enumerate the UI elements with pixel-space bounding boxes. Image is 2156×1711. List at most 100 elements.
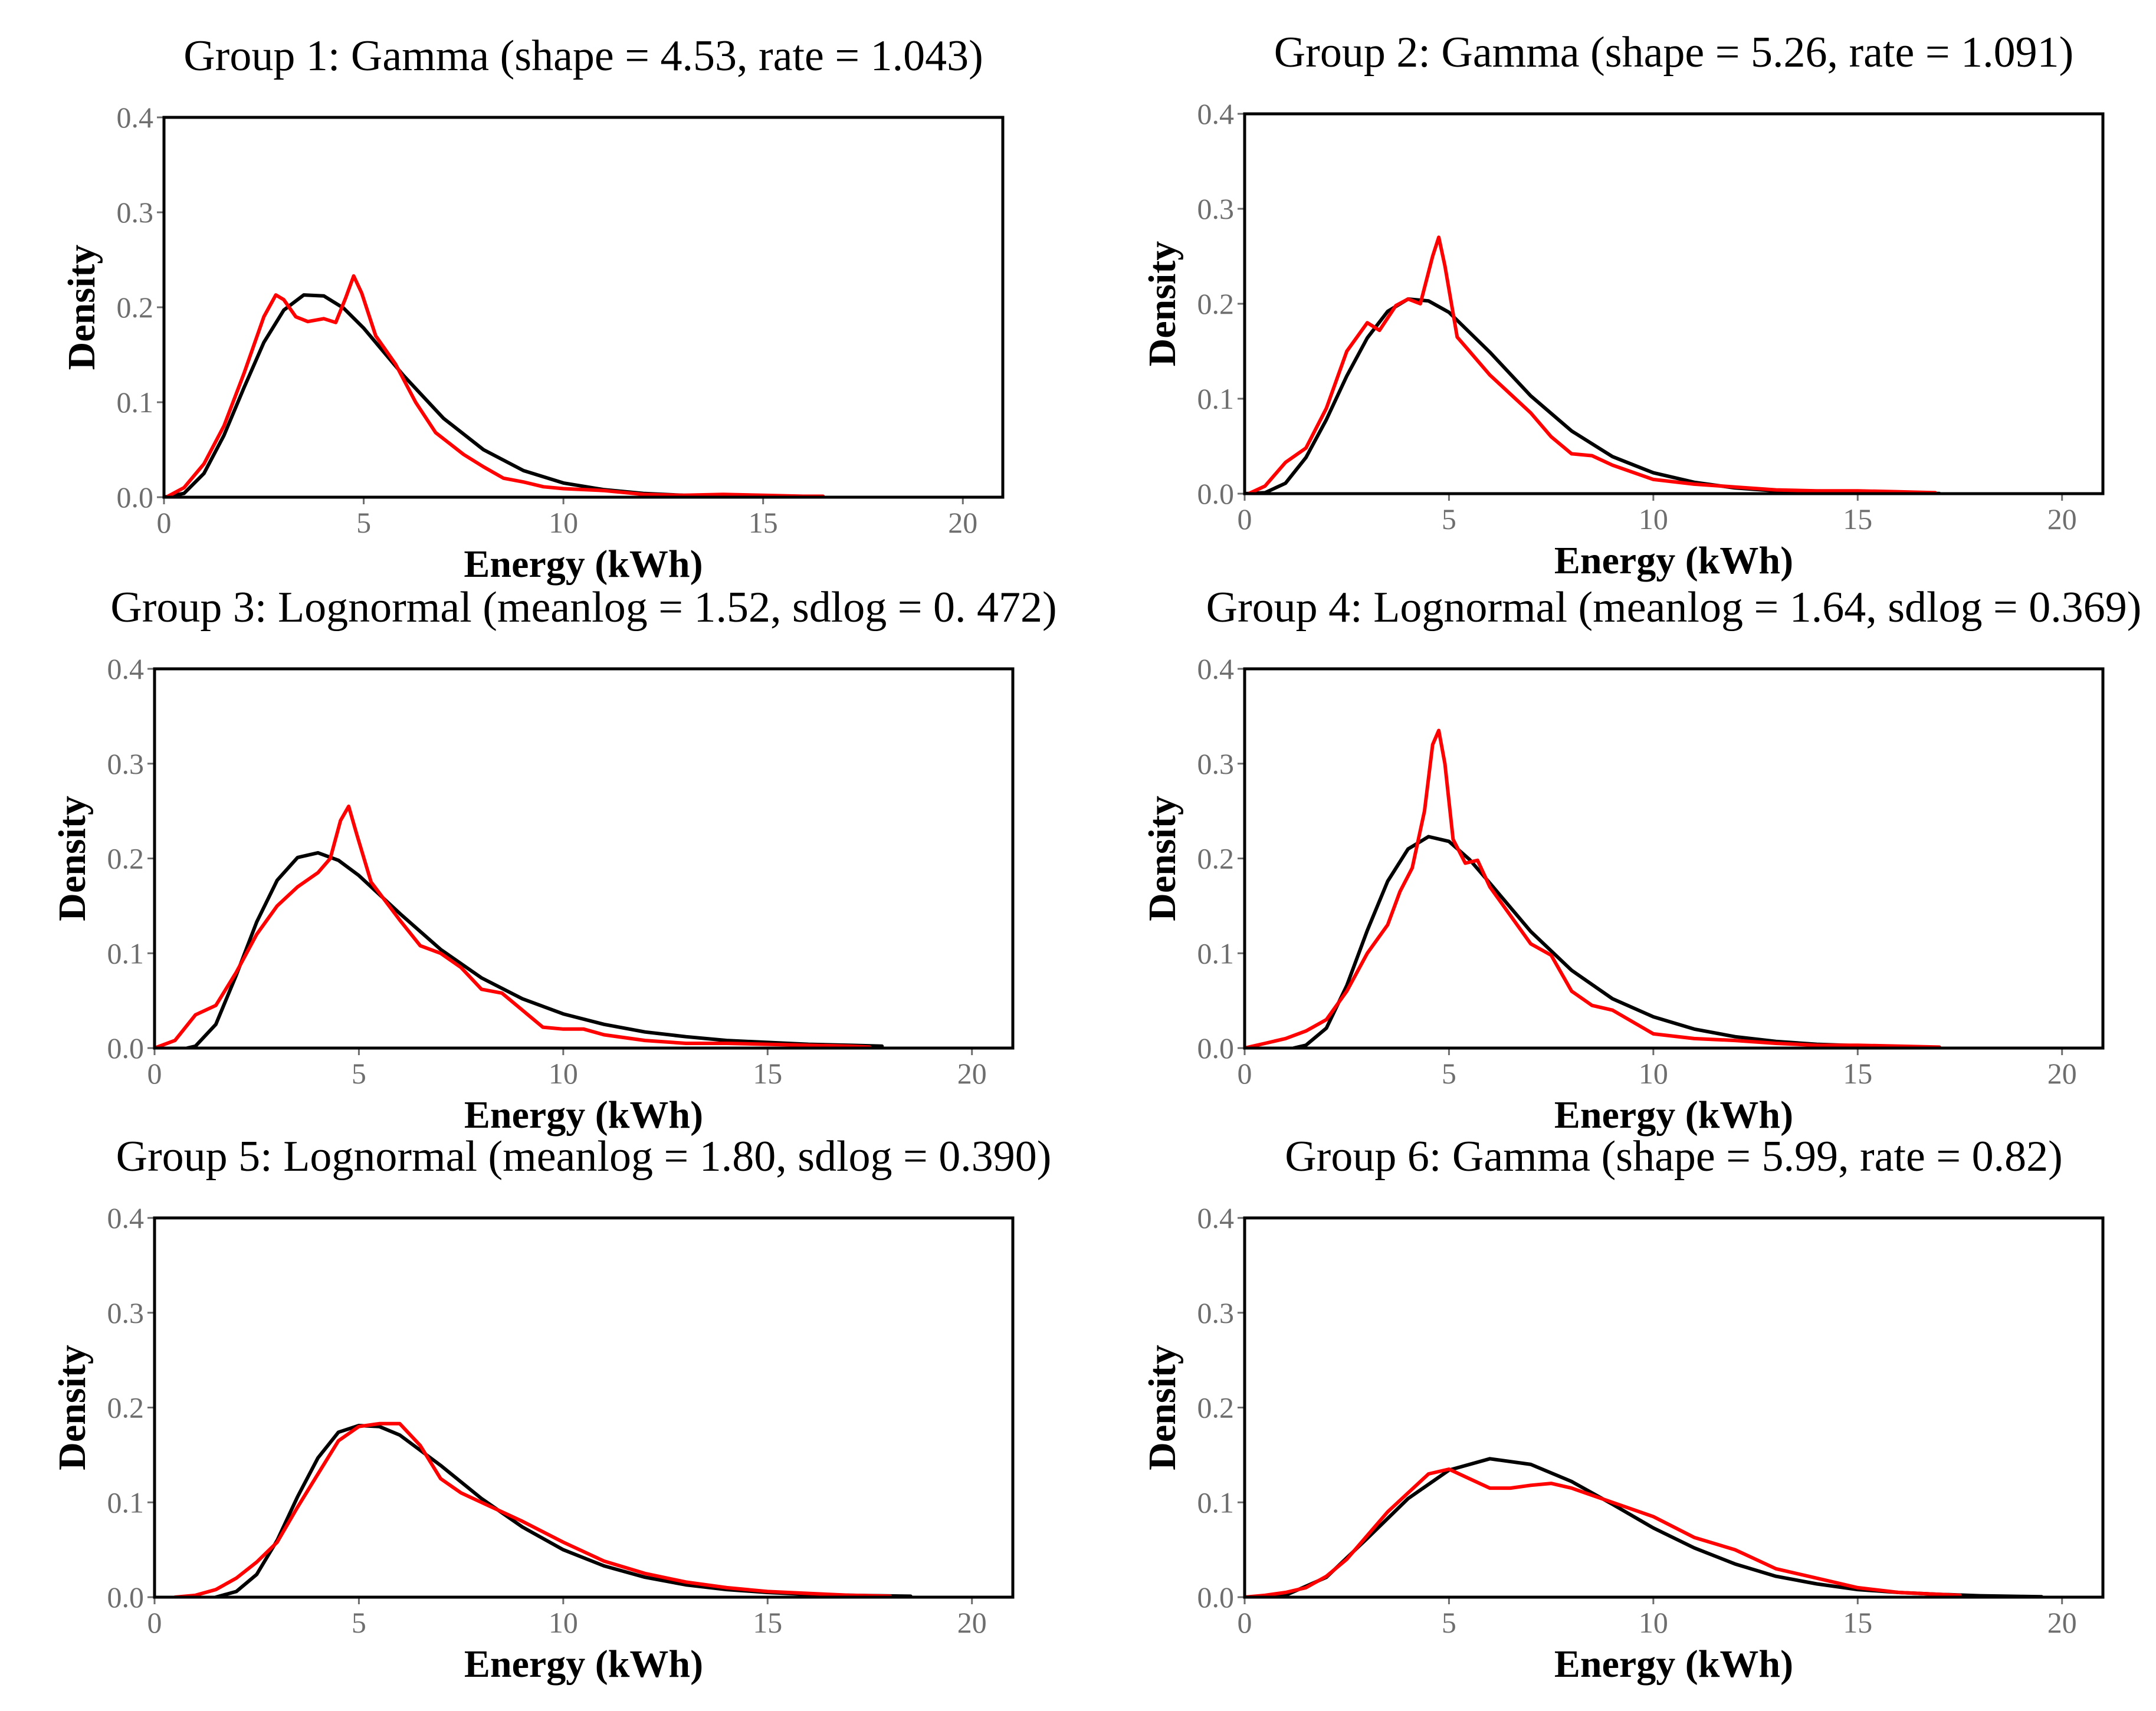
- plot-frame: [1243, 1216, 2105, 1599]
- x-tick-label: 10: [1639, 503, 1668, 536]
- plot-frame: [153, 1216, 1015, 1599]
- x-axis-title: Energy (kWh): [1554, 1093, 1793, 1137]
- x-tick-label: 10: [549, 1606, 578, 1639]
- x-tick-label: 10: [1639, 1606, 1668, 1639]
- series-line-empirical: [166, 274, 825, 497]
- x-tick-label: 10: [549, 1057, 578, 1090]
- y-tick-label: 0.2: [1197, 842, 1235, 875]
- y-tick-label: 0.2: [117, 291, 154, 324]
- chart-panel-5: Group 5: Lognormal (meanlog = 1.80, sdlo…: [51, 1132, 1051, 1686]
- y-tick-label: 0.3: [1197, 1296, 1235, 1329]
- x-tick-label: 15: [1843, 1057, 1872, 1090]
- y-tick-label: 0.2: [1197, 287, 1235, 320]
- x-tick-label: 5: [352, 1606, 366, 1639]
- plot-frame: [162, 116, 1005, 499]
- x-tick-label: 20: [2047, 1606, 2077, 1639]
- x-tick-label: 0: [1238, 503, 1252, 536]
- chart-panel-6: Group 6: Gamma (shape = 5.99, rate = 0.8…: [1141, 1132, 2105, 1686]
- x-tick-label: 0: [147, 1057, 162, 1090]
- series-line-empirical: [1245, 1467, 1962, 1597]
- y-tick-label: 0.2: [1197, 1391, 1235, 1424]
- y-tick-label: 0.1: [107, 1486, 145, 1519]
- chart-title: Group 6: Gamma (shape = 5.99, rate = 0.8…: [1285, 1132, 2063, 1181]
- y-tick-label: 0.1: [107, 937, 145, 970]
- x-tick-label: 0: [147, 1606, 162, 1639]
- x-tick-label: 5: [1442, 1606, 1456, 1639]
- y-tick-label: 0.4: [107, 1201, 145, 1234]
- x-tick-label: 20: [2047, 503, 2077, 536]
- y-tick-label: 0.1: [1197, 382, 1235, 415]
- y-tick-label: 0.3: [1197, 192, 1235, 225]
- x-tick-label: 0: [1238, 1606, 1252, 1639]
- x-tick-label: 5: [1442, 1057, 1456, 1090]
- x-tick-label: 10: [1639, 1057, 1668, 1090]
- y-axis-title: Density: [1141, 241, 1184, 367]
- y-tick-label: 0.3: [1197, 747, 1235, 780]
- y-tick-label: 0.3: [107, 747, 145, 780]
- y-tick-label: 0.3: [107, 1296, 145, 1329]
- y-tick-label: 0.1: [117, 386, 154, 419]
- x-tick-label: 20: [957, 1606, 987, 1639]
- y-tick-label: 0.4: [1197, 1201, 1235, 1234]
- y-tick-label: 0.2: [107, 1391, 145, 1424]
- x-axis-title: Energy (kWh): [464, 1093, 703, 1137]
- chart-title: Group 1: Gamma (shape = 4.53, rate = 1.0…: [183, 32, 983, 80]
- series-line-empirical: [1246, 235, 1937, 494]
- x-tick-label: 15: [1843, 503, 1872, 536]
- y-tick-label: 0.0: [107, 1581, 145, 1614]
- x-tick-label: 5: [1442, 503, 1456, 536]
- x-tick-label: 5: [356, 506, 371, 539]
- chart-title: Group 4: Lognormal (meanlog = 1.64, sdlo…: [1206, 583, 2142, 632]
- x-tick-label: 15: [749, 506, 778, 539]
- plot-frame: [153, 667, 1015, 1050]
- y-tick-label: 0.4: [117, 101, 154, 134]
- chart-panel-4: Group 4: Lognormal (meanlog = 1.64, sdlo…: [1141, 583, 2141, 1137]
- x-tick-label: 15: [753, 1057, 782, 1090]
- y-axis-title: Density: [1141, 1345, 1184, 1470]
- series-line-fitted: [214, 1424, 913, 1597]
- x-tick-label: 5: [352, 1057, 366, 1090]
- x-tick-label: 15: [753, 1606, 782, 1639]
- y-tick-label: 0.1: [1197, 937, 1235, 970]
- series-line-empirical: [173, 1421, 892, 1597]
- chart-panel-1: Group 1: Gamma (shape = 4.53, rate = 1.0…: [60, 32, 1005, 586]
- series-line-fitted: [185, 850, 884, 1048]
- y-axis-title: Density: [60, 245, 103, 370]
- y-tick-label: 0.0: [1197, 1581, 1235, 1614]
- x-tick-label: 20: [2047, 1057, 2077, 1090]
- y-axis-title: Density: [51, 796, 94, 921]
- y-tick-label: 0.4: [107, 652, 145, 685]
- y-tick-label: 0.4: [1197, 97, 1235, 130]
- x-axis-title: Energy (kWh): [464, 543, 703, 586]
- chart-title: Group 3: Lognormal (meanlog = 1.52, sdlo…: [110, 583, 1056, 632]
- chart-title: Group 2: Gamma (shape = 5.26, rate = 1.0…: [1274, 28, 2074, 77]
- x-tick-label: 0: [157, 506, 172, 539]
- y-tick-label: 0.1: [1197, 1486, 1235, 1519]
- chart-panel-3: Group 3: Lognormal (meanlog = 1.52, sdlo…: [51, 583, 1057, 1137]
- y-tick-label: 0.0: [1197, 477, 1235, 510]
- chart-panel-2: Group 2: Gamma (shape = 5.26, rate = 1.0…: [1141, 28, 2105, 582]
- plot-frame: [1243, 112, 2105, 495]
- series-line-fitted: [1292, 835, 1941, 1048]
- y-tick-label: 0.3: [117, 196, 154, 229]
- y-tick-label: 0.0: [1197, 1032, 1235, 1065]
- x-axis-title: Energy (kWh): [1554, 1643, 1793, 1686]
- y-tick-label: 0.4: [1197, 652, 1235, 685]
- series-line-fitted: [1245, 1457, 2044, 1597]
- y-tick-label: 0.2: [107, 842, 145, 875]
- x-axis-title: Energy (kWh): [464, 1643, 703, 1686]
- series-line-empirical: [1245, 728, 1941, 1048]
- series-line-empirical: [155, 804, 872, 1048]
- series-line-fitted: [1245, 297, 1941, 494]
- x-tick-label: 20: [948, 506, 977, 539]
- x-tick-label: 10: [549, 506, 578, 539]
- y-tick-label: 0.0: [107, 1032, 145, 1065]
- x-tick-label: 15: [1843, 1606, 1872, 1639]
- x-tick-label: 0: [1238, 1057, 1252, 1090]
- x-tick-label: 20: [957, 1057, 987, 1090]
- y-tick-label: 0.0: [117, 481, 154, 514]
- x-axis-title: Energy (kWh): [1554, 539, 1793, 582]
- y-axis-title: Density: [51, 1345, 94, 1470]
- plot-frame: [1243, 667, 2105, 1050]
